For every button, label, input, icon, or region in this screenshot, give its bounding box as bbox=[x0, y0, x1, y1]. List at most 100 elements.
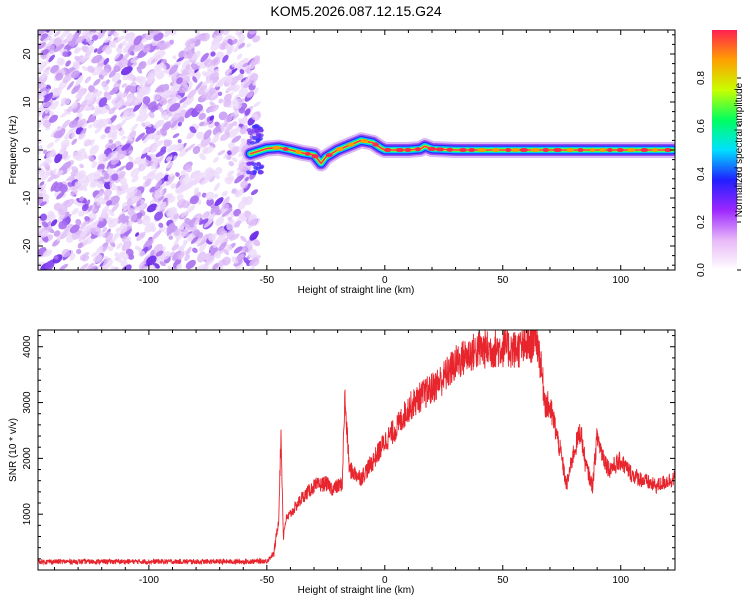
noise-blob bbox=[198, 84, 208, 96]
noise-blob bbox=[190, 63, 199, 70]
noise-blob bbox=[231, 135, 242, 143]
noise-blob bbox=[65, 60, 71, 67]
spectrogram-x-axis: -100 -50 0 50 100 bbox=[54, 30, 669, 286]
noise-blob bbox=[51, 168, 57, 175]
snr-x-tick-label: 100 bbox=[612, 575, 629, 586]
noise-blob bbox=[239, 68, 245, 75]
noise-blob bbox=[86, 45, 95, 56]
noise-blob bbox=[181, 67, 192, 77]
snr-background bbox=[38, 330, 675, 570]
noise-blob bbox=[238, 212, 245, 218]
noise-blob bbox=[56, 191, 65, 200]
noise-blob bbox=[134, 245, 140, 251]
noise-blob bbox=[103, 36, 113, 44]
noise-blob bbox=[206, 198, 214, 206]
noise-blob bbox=[231, 62, 237, 68]
noise-blob bbox=[153, 95, 161, 102]
noise-blob bbox=[128, 254, 135, 260]
noise-blob bbox=[120, 40, 127, 47]
noise-blob bbox=[146, 255, 157, 266]
noise-blob bbox=[58, 220, 68, 230]
noise-blob bbox=[176, 56, 185, 63]
noise-blob bbox=[79, 263, 89, 270]
noise-blob bbox=[108, 217, 119, 228]
noise-blob bbox=[50, 219, 58, 227]
noise-blob bbox=[97, 230, 104, 238]
noise-blob bbox=[167, 265, 173, 270]
noise-blob bbox=[64, 223, 73, 232]
noise-blob bbox=[240, 180, 249, 189]
noise-blob bbox=[83, 154, 89, 160]
noise-blob bbox=[205, 191, 215, 201]
noise-blob bbox=[212, 239, 221, 248]
noise-blob bbox=[114, 51, 122, 60]
noise-blob bbox=[142, 215, 151, 226]
noise-blob bbox=[198, 112, 206, 120]
noise-blob bbox=[47, 210, 55, 218]
noise-blob bbox=[143, 43, 151, 49]
noise-blob bbox=[240, 247, 246, 254]
noise-blob bbox=[142, 96, 151, 105]
noise-blob bbox=[93, 48, 98, 53]
noise-blob bbox=[87, 205, 93, 212]
signal-hotspot bbox=[519, 148, 529, 152]
noise-blob bbox=[179, 96, 188, 104]
onset-blob bbox=[257, 136, 263, 141]
noise-blob bbox=[103, 173, 110, 180]
noise-blob bbox=[249, 218, 258, 226]
onset-blob bbox=[248, 170, 254, 175]
noise-blob bbox=[70, 190, 79, 196]
noise-blob bbox=[88, 39, 94, 46]
noise-blob bbox=[61, 248, 71, 258]
noise-blob bbox=[76, 170, 86, 180]
noise-blob bbox=[71, 31, 80, 43]
noise-blob bbox=[121, 264, 132, 270]
spectrogram-y-tick-label: 10 bbox=[22, 96, 33, 108]
noise-blob bbox=[46, 84, 52, 90]
noise-blob bbox=[45, 30, 51, 33]
noise-blob bbox=[136, 199, 142, 206]
signal-hotspot bbox=[542, 148, 549, 152]
noise-blob bbox=[176, 144, 184, 152]
noise-blob bbox=[120, 66, 133, 76]
noise-blob bbox=[192, 247, 198, 253]
noise-blob bbox=[244, 108, 251, 116]
noise-blob bbox=[211, 134, 220, 144]
signal-hotspot bbox=[414, 147, 421, 152]
noise-blob bbox=[154, 211, 164, 221]
snr-line bbox=[38, 330, 675, 566]
noise-blob bbox=[58, 147, 66, 155]
noise-blob bbox=[250, 55, 261, 66]
noise-blob bbox=[173, 155, 178, 161]
noise-blob bbox=[174, 228, 181, 237]
noise-blob bbox=[176, 263, 183, 270]
noise-blob bbox=[199, 241, 207, 253]
noise-blob bbox=[42, 149, 48, 155]
noise-blob bbox=[248, 249, 257, 259]
noise-blob bbox=[127, 95, 135, 102]
noise-blob bbox=[133, 101, 143, 112]
noise-blob bbox=[47, 174, 56, 182]
noise-blob bbox=[126, 136, 133, 142]
signal-hotspot bbox=[427, 146, 436, 151]
figure-title: KOM5.2026.087.12.15.G24 bbox=[270, 3, 441, 19]
noise-blob bbox=[235, 253, 245, 261]
noise-blob bbox=[87, 65, 95, 73]
noise-blob bbox=[97, 65, 104, 72]
noise-blob bbox=[138, 86, 149, 96]
noise-blob bbox=[217, 150, 226, 156]
spectrogram-x-tick-label: 0 bbox=[382, 275, 388, 286]
colorbar-label: Normalized spectral amplitude bbox=[734, 82, 745, 217]
noise-blob bbox=[39, 181, 45, 186]
onset-blob bbox=[258, 165, 264, 170]
spectrogram-x-tick-label: 50 bbox=[497, 275, 509, 286]
noise-blob bbox=[201, 82, 207, 87]
noise-blob bbox=[167, 195, 176, 203]
noise-blob bbox=[226, 219, 236, 231]
noise-blob bbox=[103, 91, 109, 97]
noise-blob bbox=[191, 225, 197, 233]
spectrogram-x-tick-label: -100 bbox=[139, 275, 159, 286]
noise-blob bbox=[139, 105, 148, 116]
noise-blob bbox=[76, 154, 81, 160]
noise-blob bbox=[67, 128, 74, 134]
